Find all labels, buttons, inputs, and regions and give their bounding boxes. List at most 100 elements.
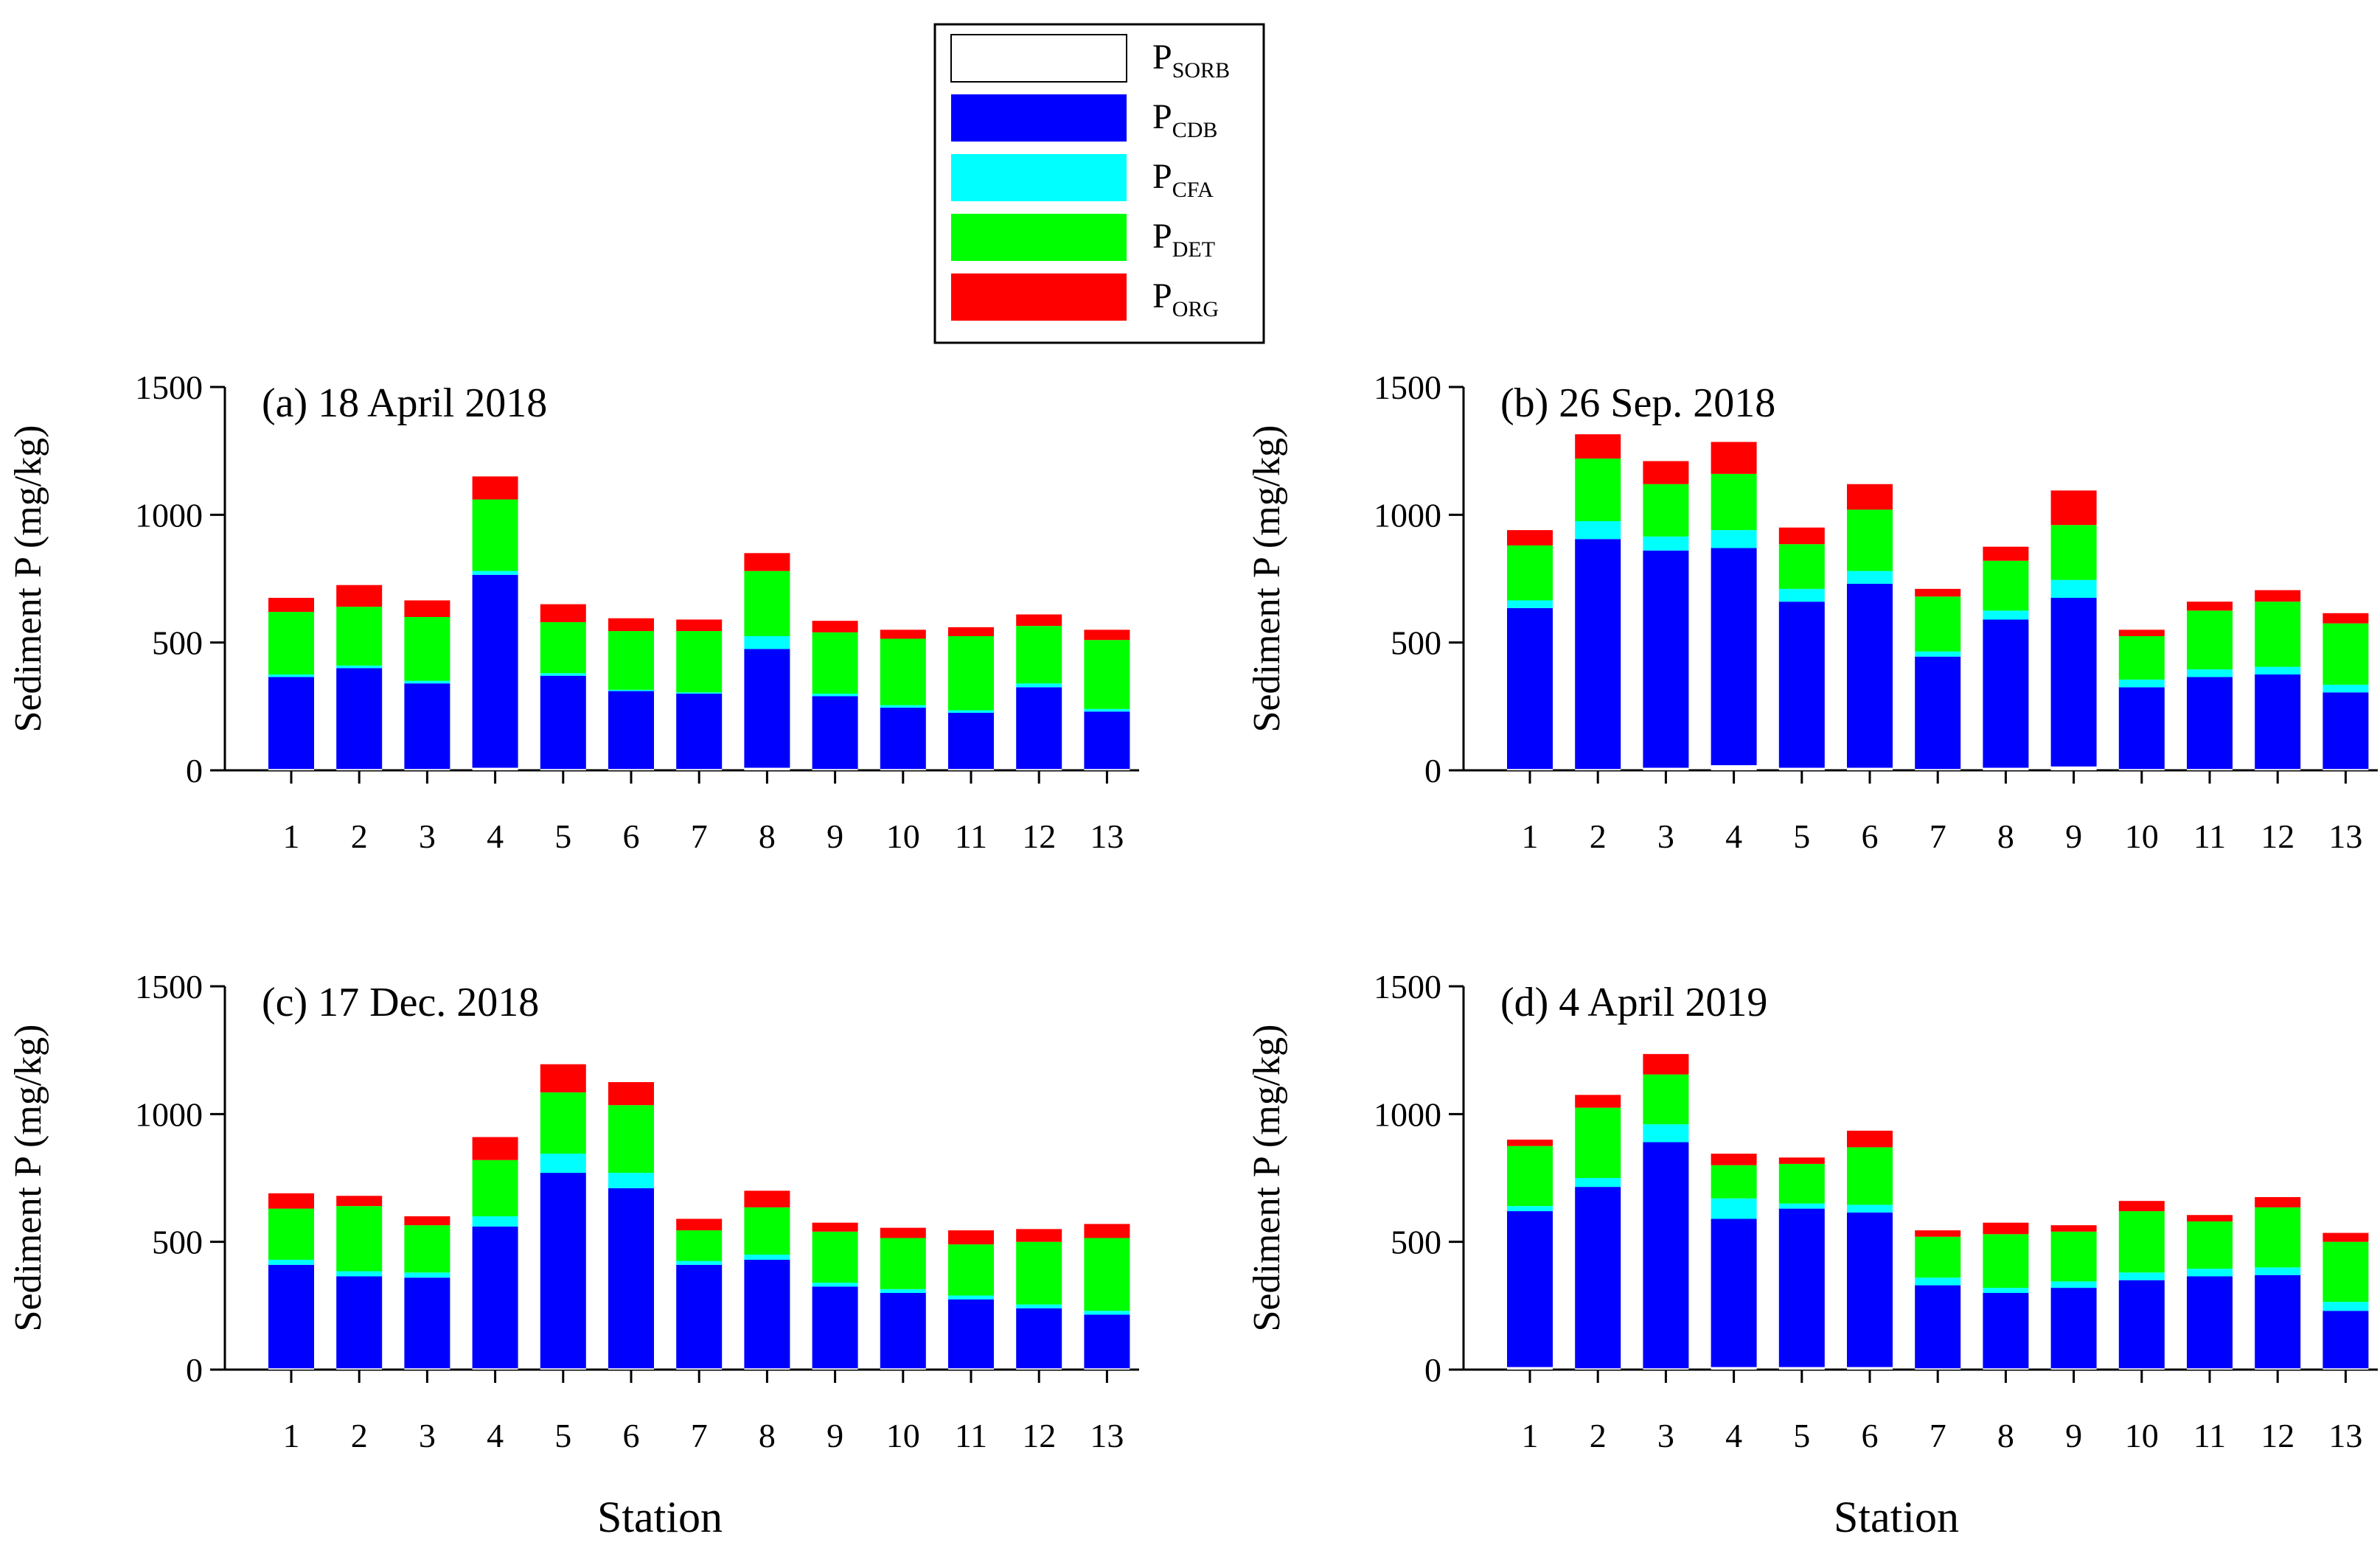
bar-segment-cfa <box>336 1271 383 1277</box>
bar-segment-det <box>472 1160 518 1216</box>
bar-segment-cdb <box>948 713 994 770</box>
legend-swatch-sorb <box>950 34 1127 83</box>
bar-segment-org <box>948 627 994 636</box>
bar-segment-cfa <box>1507 1206 1553 1212</box>
bar-segment-cdb <box>1016 1308 1062 1369</box>
y-tick-label: 1500 <box>135 369 203 406</box>
bar-segment-cdb <box>336 1276 383 1369</box>
x-tick-label: 10 <box>886 817 920 855</box>
bar-segment-det <box>2118 636 2165 680</box>
panel-d: 0 500 1000 1500 Sediment P (mg/kg) (d) 4 Apri… <box>1246 968 2378 1454</box>
bar-segment-cfa <box>2322 684 2369 693</box>
bar-station-7 <box>1915 588 1961 770</box>
x-tick-label: 10 <box>2125 1417 2159 1454</box>
bar-segment-sorb <box>1983 767 2029 770</box>
y-tick-label: 1500 <box>135 968 203 1005</box>
bar-segment-cfa <box>1778 1203 1825 1209</box>
bar-segment-cdb <box>336 668 383 770</box>
bar-segment-cfa <box>676 692 723 694</box>
bar-segment-org <box>1915 1230 1961 1237</box>
bar-segment-cdb <box>2322 1311 2369 1369</box>
bar-station-7 <box>676 619 723 770</box>
bar-segment-org <box>608 1082 654 1106</box>
bar-segment-det <box>1084 1238 1130 1311</box>
legend-label-cdb: PCDB <box>1152 97 1217 142</box>
y-tick-label: 500 <box>152 1224 203 1261</box>
bar-segment-cfa <box>744 1255 790 1260</box>
bar-segment-sorb <box>812 1368 858 1370</box>
bar-segment-det <box>676 631 723 693</box>
y-axis-label: Sediment P (mg/kg) <box>7 425 49 733</box>
bar-segment-org <box>2050 490 2097 526</box>
bar-segment-cdb <box>1711 548 1757 766</box>
bar-segment-cfa <box>1711 530 1757 548</box>
panel-title: (c) 17 Dec. 2018 <box>262 980 539 1025</box>
bar-station-3 <box>404 600 450 770</box>
x-tick-label: 1 <box>1522 817 1539 855</box>
y-axis-label: Sediment P (mg/kg) <box>1246 425 1288 733</box>
bar-segment-cfa <box>1016 1304 1062 1308</box>
x-tick-label: 7 <box>691 817 708 855</box>
x-tick-label: 5 <box>554 817 571 855</box>
bar-segment-org <box>1643 1053 1689 1075</box>
panel-c: 0 500 1000 1500 Sediment P (mg/kg) (c) 17 Dec… <box>7 968 1139 1454</box>
bar-station-1 <box>268 598 314 770</box>
bar-station-9 <box>2050 1225 2097 1370</box>
bar-segment-det <box>608 631 654 690</box>
panel-title: (d) 4 April 2019 <box>1500 980 1767 1025</box>
bar-segment-cdb <box>268 1264 314 1369</box>
bar-segment-cdb <box>404 683 450 770</box>
x-tick-label: 5 <box>554 1417 571 1454</box>
bar-segment-cdb <box>2187 677 2233 770</box>
bar-segment-org <box>744 1190 790 1207</box>
bar-segment-det <box>948 636 994 711</box>
y-tick-label: 0 <box>186 752 203 789</box>
bar-segment-cdb <box>2050 1288 2097 1369</box>
bar-station-11 <box>948 627 994 770</box>
legend-swatch-cfa <box>951 154 1127 201</box>
bar-station-2 <box>336 585 383 770</box>
y-tick-label: 0 <box>1424 752 1441 789</box>
bar-station-12 <box>2255 590 2301 770</box>
x-tick-label: 4 <box>487 1417 504 1454</box>
bar-segment-cdb <box>1507 1211 1553 1367</box>
bar-segment-cfa <box>948 1295 994 1300</box>
bar-station-6 <box>608 1082 654 1370</box>
bar-station-5 <box>1778 527 1825 770</box>
bar-segment-cfa <box>2255 1267 2301 1275</box>
x-tick-label: 3 <box>419 817 436 855</box>
bar-segment-cdb <box>1575 1187 1621 1369</box>
bar-segment-cfa <box>1643 1124 1689 1143</box>
bar-segment-sorb <box>2050 1368 2097 1370</box>
bar-segment-det <box>2187 610 2233 670</box>
bar-segment-cfa <box>2118 1272 2165 1280</box>
y-tick-label: 1000 <box>135 496 203 534</box>
bar-segment-det <box>1643 484 1689 537</box>
bar-segment-org <box>472 1137 518 1160</box>
bar-segment-org <box>404 600 450 617</box>
bar-segment-det <box>2050 1231 2097 1282</box>
x-tick-label: 5 <box>1793 817 1810 855</box>
bar-segment-det <box>1847 509 1893 571</box>
bar-segment-org <box>676 1218 723 1231</box>
bar-segment-det <box>744 1207 790 1255</box>
bar-segment-det <box>540 1092 586 1154</box>
bar-segment-cdb <box>1711 1218 1757 1367</box>
bar-station-7 <box>676 1218 723 1370</box>
legend-label-cfa: PCFA <box>1152 157 1214 202</box>
legend-label-org: PORG <box>1152 276 1219 321</box>
bar-segment-det <box>1016 626 1062 684</box>
bar-segment-org <box>812 1222 858 1232</box>
bar-segment-det <box>2255 1207 2301 1268</box>
bar-segment-org <box>336 1196 383 1207</box>
bar-segment-det <box>880 638 926 705</box>
bar-segment-sorb <box>1507 769 1553 770</box>
bar-segment-cdb <box>1575 539 1621 770</box>
bar-segment-sorb <box>744 1368 790 1370</box>
bar-segment-cdb <box>1507 607 1553 770</box>
bar-segment-org <box>1575 434 1621 459</box>
bar-segment-cfa <box>812 694 858 697</box>
x-tick-label: 12 <box>2261 1417 2294 1454</box>
bar-segment-sorb <box>1643 767 1689 770</box>
